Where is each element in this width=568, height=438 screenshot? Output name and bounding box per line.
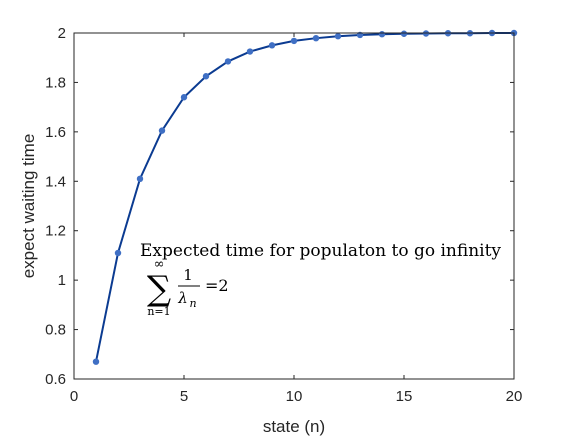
data-point-9 — [268, 42, 276, 49]
y-tick-label: 0.6 — [45, 371, 66, 388]
fraction-denominator: λ — [177, 289, 188, 307]
data-point-5 — [180, 94, 188, 101]
plot-area — [74, 33, 514, 379]
y-tick-label: 1.6 — [45, 124, 66, 141]
x-tick-label: 10 — [286, 388, 303, 405]
data-point-7 — [224, 58, 232, 65]
sum-symbol: ∑ — [147, 269, 171, 309]
sum-upper-limit: ∞ — [154, 257, 165, 272]
data-point-12 — [334, 33, 342, 40]
data-point-4 — [158, 127, 166, 134]
data-point-8 — [246, 48, 254, 55]
y-tick-label: 1.2 — [45, 223, 66, 240]
data-point-3 — [136, 175, 144, 183]
x-tick-label: 0 — [70, 388, 78, 405]
data-point-10 — [290, 37, 298, 45]
annotation: Expected time for populaton to go infini… — [140, 241, 501, 318]
sum-lower-limit: n=1 — [147, 305, 170, 318]
annotation-line1: Expected time for populaton to go infini… — [140, 241, 501, 261]
x-axis-label: state (n) — [263, 417, 325, 436]
x-tick-label: 15 — [396, 388, 413, 405]
tick-labels: 0 5 10 15 20 0.6 0.8 1 1.2 1.4 1.6 1.8 2 — [45, 25, 522, 405]
data-point-15 — [400, 30, 408, 37]
x-tick-label: 20 — [506, 388, 523, 405]
y-tick-label: 1 — [58, 272, 66, 289]
data-point-6 — [202, 73, 210, 80]
plot-frame — [73, 32, 515, 380]
y-axis-label: expect waiting time — [19, 134, 38, 279]
data-point-14 — [378, 31, 386, 38]
fraction-denominator-subscript: n — [189, 297, 196, 310]
x-tick-label: 5 — [180, 388, 188, 405]
data-point-11 — [312, 34, 320, 42]
y-tick-label: 0.8 — [45, 322, 66, 339]
sum-result: =2 — [205, 276, 229, 295]
fraction-numerator: 1 — [183, 266, 193, 284]
y-tick-label: 1.8 — [45, 74, 66, 91]
y-tick-label: 1.4 — [45, 173, 66, 190]
data-point-1 — [92, 358, 100, 365]
data-point-2 — [114, 249, 122, 257]
y-tick-label: 2 — [58, 25, 66, 42]
